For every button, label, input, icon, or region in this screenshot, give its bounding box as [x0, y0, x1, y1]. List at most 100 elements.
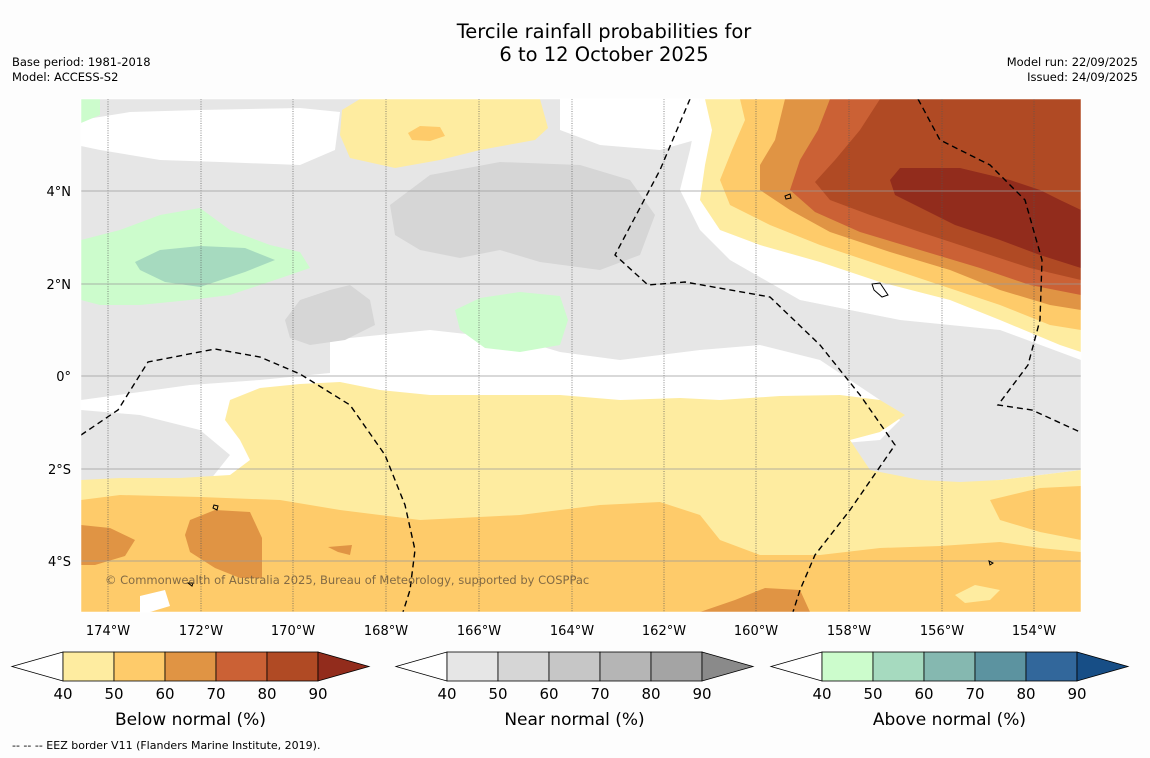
colorbar-over-tip: [701, 651, 755, 682]
lon-label: 160°W: [734, 624, 778, 639]
below-normal-90-northeast: [890, 168, 1081, 268]
colorbar-tick: 90: [308, 685, 327, 703]
lat-label: 0°: [56, 370, 71, 385]
colorbar-tick: 50: [488, 685, 507, 703]
colorbar-tick: 60: [155, 685, 174, 703]
base-period: Base period: 1981-2018: [12, 55, 151, 69]
near-normal-50-center: [390, 162, 655, 270]
lon-label: 162°W: [642, 624, 686, 639]
colorbar-tick: 50: [863, 685, 882, 703]
parallels: [81, 190, 1081, 562]
eez-footnote: -- -- -- EEZ border V11 (Flanders Marine…: [12, 739, 321, 752]
colorbar-tick: 50: [104, 685, 123, 703]
colorbar-tick: 40: [437, 685, 456, 703]
chart-title: Tercile rainfall probabilities for 6 to …: [0, 20, 1150, 66]
above-normal-50-west: [135, 246, 275, 287]
colorbar-tick: 60: [539, 685, 558, 703]
colorbar-below: 40 50 60 70 80 90 Below normal (%): [10, 651, 371, 730]
below-normal-50-south: [81, 495, 1081, 612]
below-normal-60-south: [700, 588, 810, 612]
colorbar-segment: [821, 651, 874, 682]
lon-label: 158°W: [827, 624, 871, 639]
colorbar-segment: [164, 651, 217, 682]
colorbar-tick: 90: [692, 685, 711, 703]
copyright-notice: © Commonwealth of Australia 2025, Bureau…: [105, 573, 589, 587]
colorbar-under-tip: [769, 651, 823, 682]
islands: [186, 193, 994, 587]
colorbar-segment: [215, 651, 268, 682]
longitude-labels: 174°W 172°W 170°W 168°W 166°W 164°W 162°…: [86, 624, 1056, 639]
near-normal-southwest: [81, 410, 230, 492]
colorbar-segment: [446, 651, 499, 682]
colorbar-segment: [974, 651, 1027, 682]
below-normal-60-small: [328, 545, 352, 555]
lon-label: 174°W: [86, 624, 130, 639]
colorbar-segment: [548, 651, 601, 682]
colorbar-segment: [1025, 651, 1078, 682]
meta-right: Model run: 22/09/2025 Issued: 24/09/2025: [1007, 55, 1138, 85]
near-normal-50-left: [285, 285, 375, 345]
colorbar-segment: [650, 651, 703, 682]
below-normal-50-north: [408, 126, 445, 141]
below-normal-60-west: [81, 525, 135, 565]
below-normal-40-north: [340, 99, 548, 168]
colorbar-tick: 40: [53, 685, 72, 703]
colorbar-label: Below normal (%): [115, 710, 266, 730]
lat-label: 4°S: [48, 555, 71, 570]
colorbar-above: 40 50 60 70 80 90 Above normal (%): [769, 651, 1130, 730]
colorbar-tick: 80: [257, 685, 276, 703]
colorbar-under-tip: [394, 651, 448, 682]
lon-label: 172°W: [179, 624, 223, 639]
colorbar-label: Near normal (%): [504, 710, 644, 730]
colorbar-segment: [872, 651, 925, 682]
map-frame: [80, 98, 1082, 613]
colorbar-near: 40 50 60 70 80 90 Near normal (%): [394, 651, 755, 730]
model-name: Model: ACCESS-S2: [12, 70, 119, 84]
below-normal-50-east: [990, 486, 1081, 540]
colorbar-tick: 80: [641, 685, 660, 703]
latitude-labels: 4°N 2°N 0° 2°S 4°S: [47, 185, 72, 570]
below-normal-40-south-pocket: [955, 585, 1000, 603]
meta-left: Base period: 1981-2018 Model: ACCESS-S2: [12, 55, 151, 85]
lat-label: 4°N: [47, 185, 72, 200]
colorbar-tick: 70: [965, 685, 984, 703]
colorbar-under-tip: [10, 651, 64, 682]
colorbar-tick: 70: [590, 685, 609, 703]
above-normal-40-corner: [81, 99, 100, 123]
lon-label: 154°W: [1012, 624, 1056, 639]
colorbar-over-tip: [1076, 651, 1130, 682]
white-gap-north: [81, 108, 340, 165]
map-area: [81, 99, 1081, 612]
lon-label: 164°W: [550, 624, 594, 639]
colorbar-tick: 70: [206, 685, 225, 703]
lat-label: 2°N: [47, 278, 72, 293]
lon-label: 166°W: [457, 624, 501, 639]
meridians: [107, 99, 1035, 612]
colorbar-segment: [599, 651, 652, 682]
colorbar-tick: 60: [914, 685, 933, 703]
colorbar-segment: [113, 651, 166, 682]
colorbar-segment: [497, 651, 550, 682]
colorbar-legend: 40 50 60 70 80 90 Below normal (%) 40 50 60 70 80 90…: [10, 651, 1130, 730]
colorbar-label: Above normal (%): [873, 710, 1026, 730]
colorbar-segment: [923, 651, 976, 682]
colorbar-tick: 40: [812, 685, 831, 703]
eez-borders: [81, 99, 1081, 612]
white-gap-north-center: [560, 99, 700, 150]
colorbar-over-tip: [317, 651, 371, 682]
lon-label: 170°W: [271, 624, 315, 639]
colorbar-tick: 90: [1067, 685, 1086, 703]
colorbar-segment: [62, 651, 115, 682]
white-gap-southwest: [140, 590, 170, 612]
lat-label: 2°S: [48, 463, 71, 478]
above-normal-40-center: [455, 292, 568, 352]
lon-label: 168°W: [364, 624, 408, 639]
lon-label: 156°W: [920, 624, 964, 639]
colorbar-tick: 80: [1016, 685, 1035, 703]
title-line-2: 6 to 12 October 2025: [499, 43, 709, 66]
issued-date: Issued: 24/09/2025: [1027, 70, 1138, 84]
title-line-1: Tercile rainfall probabilities for: [456, 20, 752, 43]
colorbar-segment: [266, 651, 319, 682]
model-run: Model run: 22/09/2025: [1006, 55, 1138, 69]
